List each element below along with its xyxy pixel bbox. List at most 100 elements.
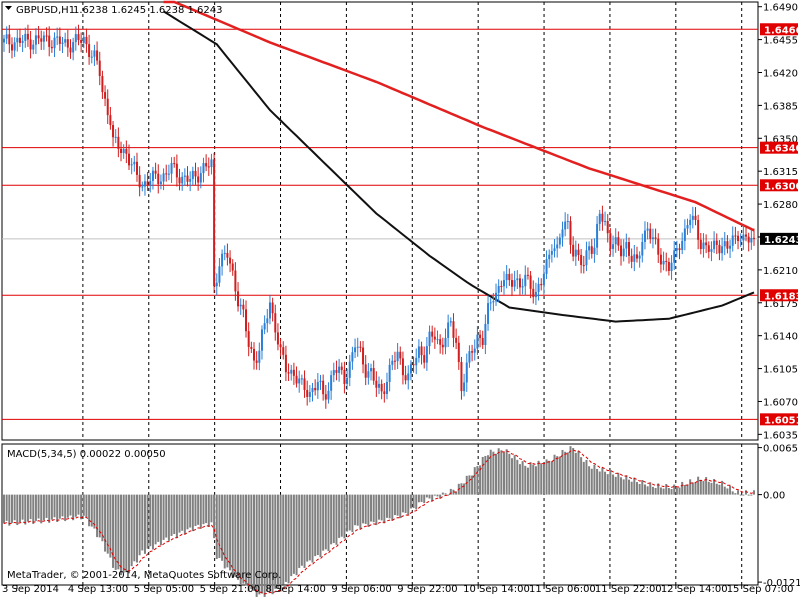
macd-histogram-bar bbox=[10, 494, 13, 523]
candle-body bbox=[574, 249, 577, 257]
candle-body bbox=[460, 362, 463, 392]
candle-body bbox=[721, 246, 724, 254]
macd-histogram-bar bbox=[694, 482, 697, 495]
candle-body bbox=[564, 221, 567, 230]
candle-body bbox=[670, 262, 673, 271]
macd-histogram-bar bbox=[372, 494, 375, 523]
candle-body bbox=[85, 36, 88, 45]
macd-histogram-bar bbox=[82, 494, 85, 516]
candle-body bbox=[473, 348, 476, 353]
moving-averages bbox=[163, 0, 755, 323]
candle-body bbox=[614, 237, 617, 245]
candle-body bbox=[620, 245, 623, 257]
price-level-tag bbox=[760, 413, 798, 426]
macd-histogram-bar bbox=[742, 494, 745, 496]
candle-body bbox=[276, 332, 279, 345]
candle-body bbox=[117, 136, 120, 149]
time-tick-label: 15 Sep 07:00 bbox=[727, 584, 794, 595]
macd-histogram-bar bbox=[319, 494, 322, 558]
candle-body bbox=[492, 301, 495, 303]
macd-histogram-bar bbox=[617, 472, 620, 495]
macd-histogram-bar bbox=[503, 452, 505, 495]
price-tick-label: 1.6315 bbox=[763, 167, 798, 178]
macd-histogram-bar bbox=[500, 450, 503, 495]
macd-histogram-bar bbox=[391, 494, 394, 521]
macd-histogram-bar bbox=[673, 484, 676, 495]
candle-body bbox=[697, 219, 700, 240]
candle-body bbox=[409, 364, 412, 374]
candle-body bbox=[340, 366, 343, 370]
macd-histogram-bar bbox=[221, 494, 224, 561]
macd-histogram-bar bbox=[404, 494, 407, 514]
macd-histogram-bar bbox=[691, 482, 694, 495]
candle-body bbox=[476, 334, 479, 349]
macd-histogram-bar bbox=[516, 459, 519, 495]
macd-histogram-bar bbox=[37, 494, 40, 519]
candle-body bbox=[572, 244, 575, 257]
macd-histogram-bar bbox=[354, 494, 357, 526]
macd-histogram-bar bbox=[585, 459, 588, 495]
candle-body bbox=[412, 364, 415, 366]
candle-body bbox=[425, 346, 428, 363]
candle-body bbox=[694, 215, 697, 220]
macd-histogram-bar bbox=[120, 494, 123, 576]
candle-body bbox=[135, 161, 138, 175]
candle-body bbox=[375, 380, 378, 388]
macd-histogram-bar bbox=[90, 494, 93, 527]
candle-body bbox=[189, 178, 192, 182]
candle-body bbox=[26, 33, 29, 40]
candle-body bbox=[433, 336, 436, 340]
candle-body bbox=[513, 280, 516, 287]
macd-histogram-bar bbox=[553, 454, 556, 495]
macd-histogram-bar bbox=[590, 468, 593, 495]
macd-histogram-bar bbox=[364, 494, 367, 524]
macd-histogram-bar bbox=[750, 494, 753, 496]
macd-histogram-bar bbox=[641, 479, 644, 495]
candle-body bbox=[359, 346, 362, 348]
macd-histogram-bar bbox=[545, 459, 548, 495]
macd-histogram-bar bbox=[662, 488, 665, 495]
macd-histogram-bar bbox=[96, 494, 99, 538]
macd-histogram-bar bbox=[431, 494, 434, 501]
macd-histogram-bar bbox=[202, 494, 205, 525]
macd-histogram-bar bbox=[314, 494, 317, 557]
macd-histogram-bar bbox=[239, 494, 242, 587]
candle-body bbox=[69, 47, 72, 53]
time-tick-label: 9 Sep 22:00 bbox=[397, 584, 457, 595]
price-tick-label: 1.6455 bbox=[763, 36, 798, 47]
macd-histogram-bar bbox=[532, 464, 535, 495]
candle-body bbox=[545, 259, 548, 274]
chevron-down-icon[interactable] bbox=[5, 6, 12, 10]
candle-body bbox=[223, 252, 226, 254]
candle-body bbox=[659, 254, 662, 265]
macd-histogram-bar bbox=[401, 494, 404, 513]
macd-histogram-bar bbox=[487, 455, 490, 495]
macd-histogram-bar bbox=[388, 494, 391, 519]
time-tick-label: 9 Sep 06:00 bbox=[331, 584, 391, 595]
time-tick-label: 5 Sep 21:00 bbox=[200, 584, 260, 595]
macd-histogram-bar bbox=[133, 494, 136, 562]
time-tick-label: 12 Sep 14:00 bbox=[661, 584, 728, 595]
macd-histogram-bar bbox=[175, 494, 178, 538]
candle-body bbox=[566, 221, 569, 223]
macd-histogram-bar bbox=[135, 494, 138, 563]
macd-panel-frame bbox=[1, 443, 759, 586]
price-tick-label: 1.6105 bbox=[763, 365, 798, 376]
macd-histogram-bar bbox=[367, 494, 370, 527]
candle-body bbox=[175, 163, 178, 178]
candle-body bbox=[447, 322, 450, 338]
macd-histogram-bar bbox=[245, 494, 248, 586]
macd-histogram-bar bbox=[702, 481, 705, 495]
macd-histogram-bar bbox=[346, 494, 349, 532]
macd-histogram-bar bbox=[407, 494, 410, 516]
candle-body bbox=[521, 286, 524, 288]
candle-body bbox=[138, 174, 141, 188]
candle-body bbox=[444, 337, 447, 348]
candle-body bbox=[388, 364, 391, 382]
macd-histogram-bar bbox=[157, 494, 160, 542]
candle-body bbox=[255, 360, 258, 363]
candle-body bbox=[463, 382, 466, 392]
candle-body bbox=[715, 240, 718, 245]
macd-histogram-bar bbox=[292, 494, 295, 574]
candle-body bbox=[104, 92, 107, 99]
